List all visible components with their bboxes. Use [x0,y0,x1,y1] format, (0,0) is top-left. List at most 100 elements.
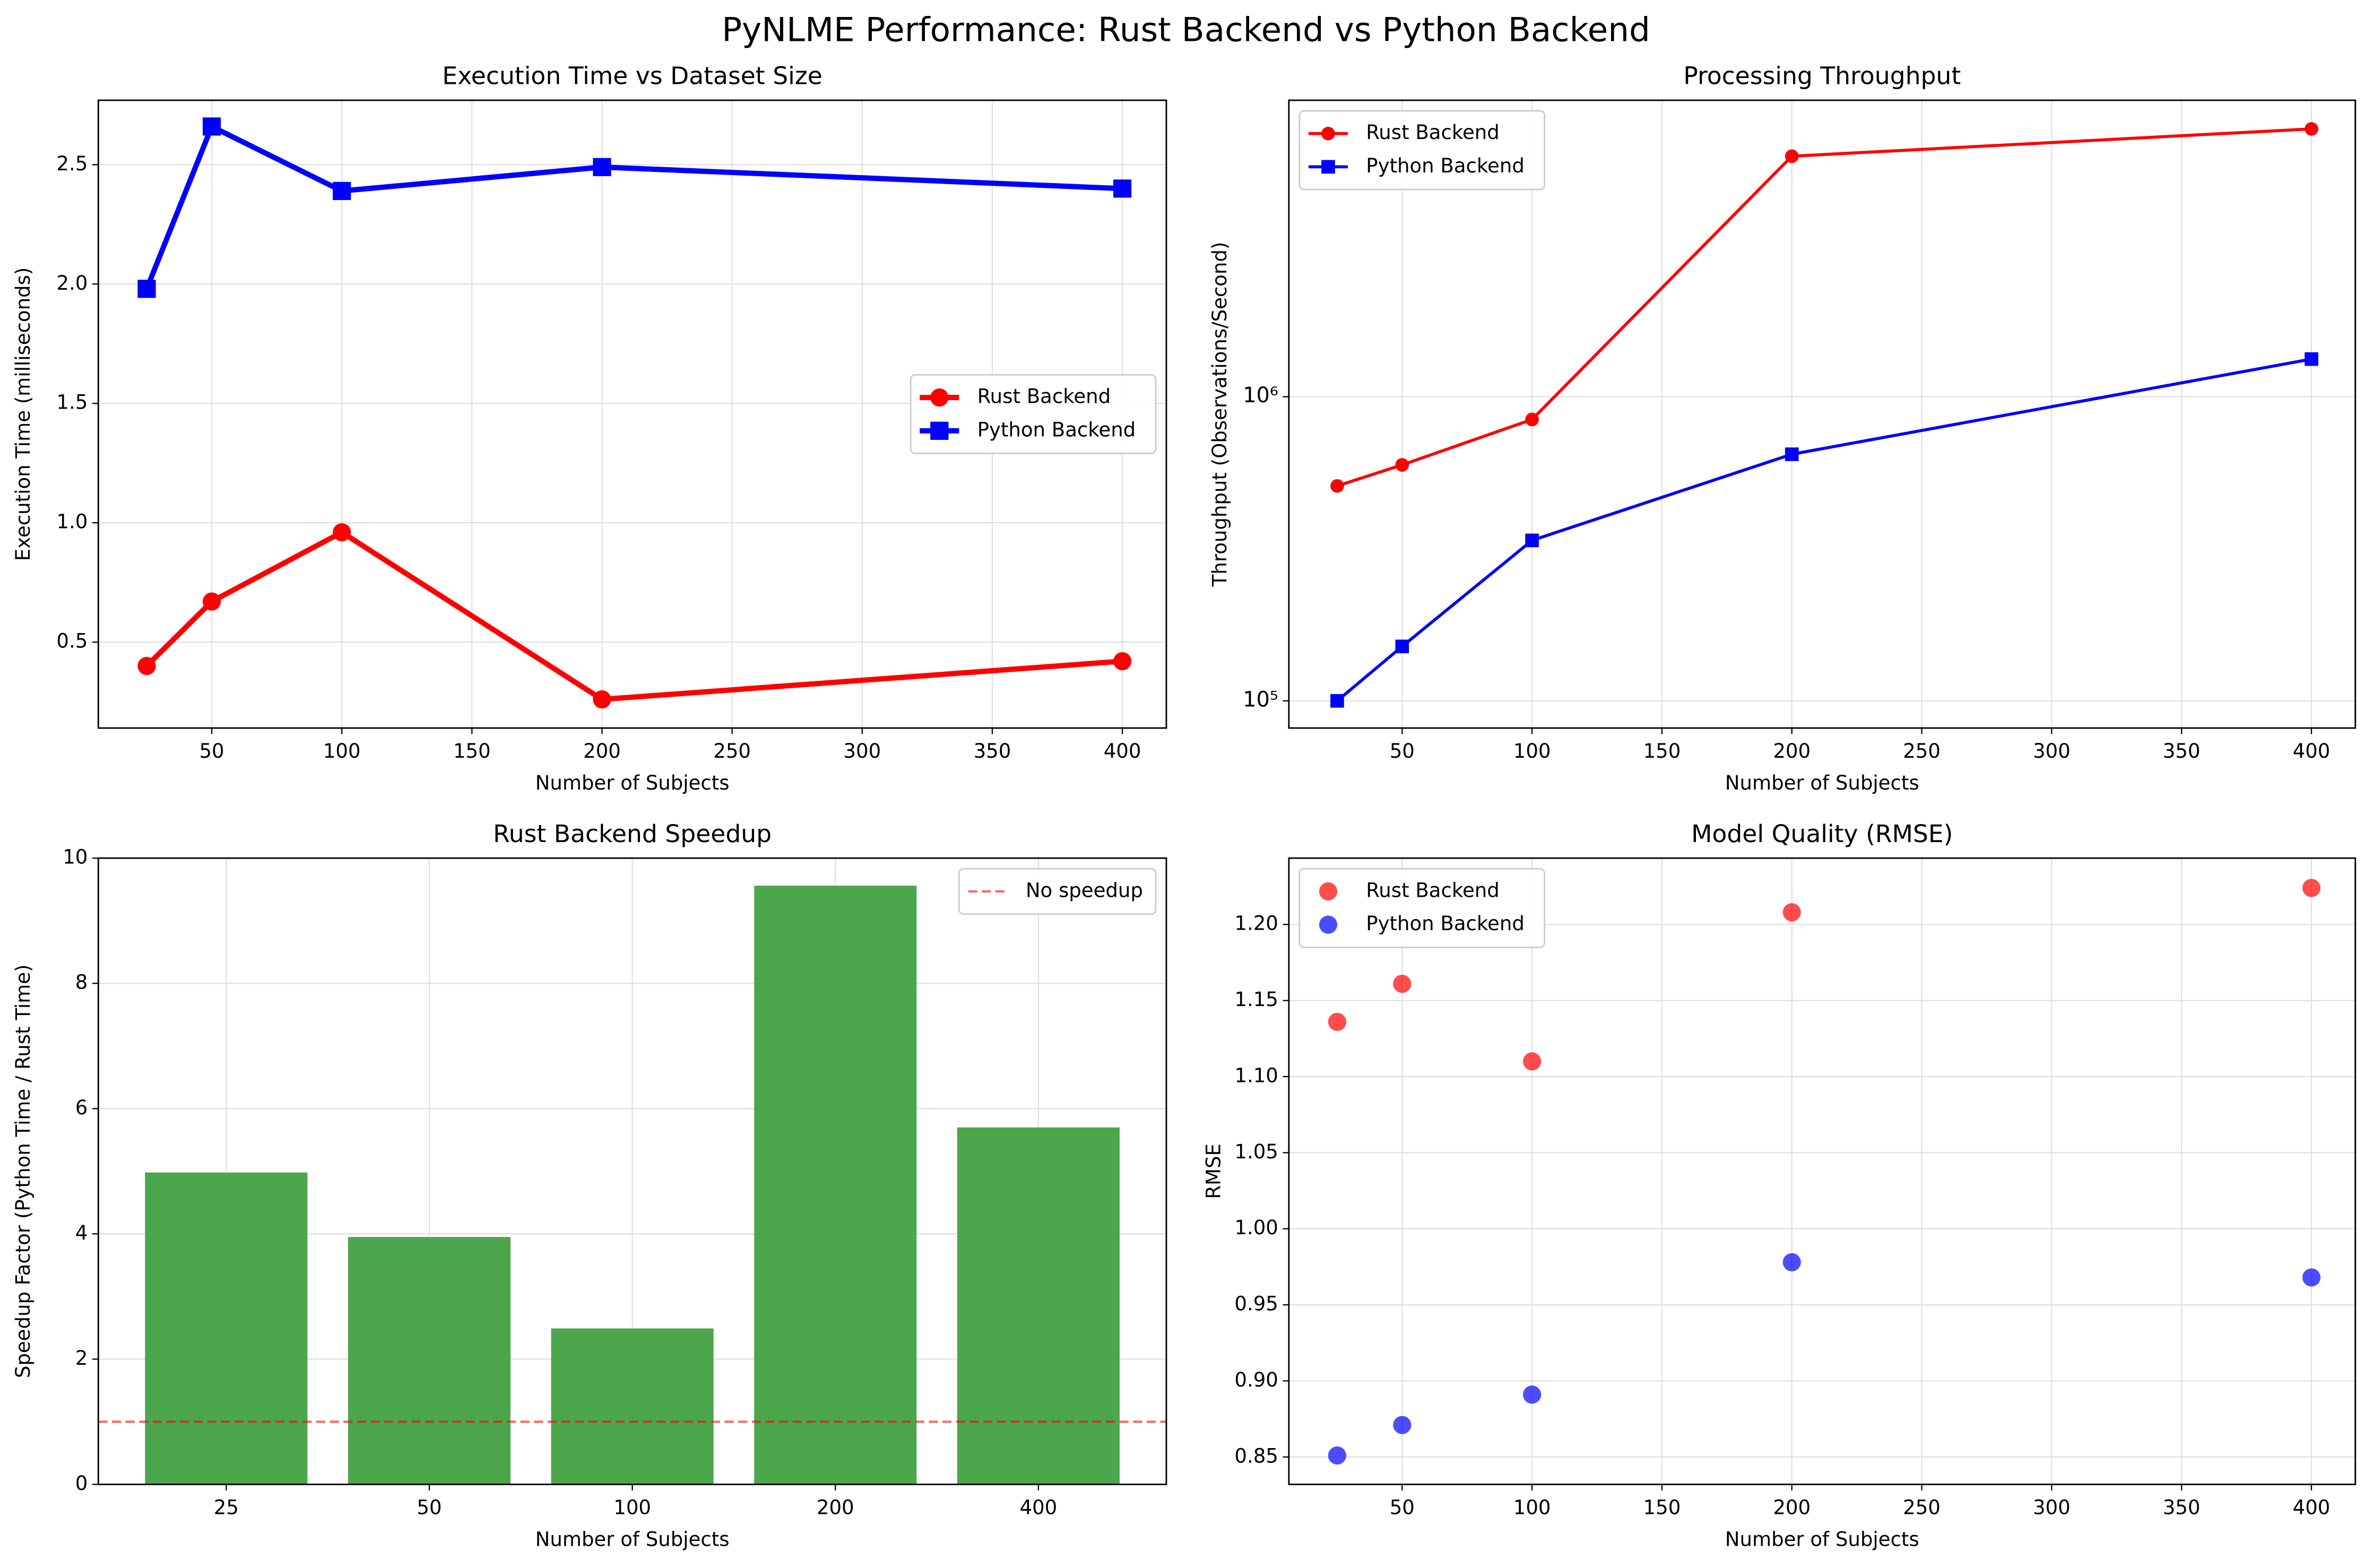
marker [1785,447,1799,461]
x-tick-label: 200 [1773,740,1811,763]
y-axis-label: RMSE [1202,1143,1225,1199]
legend-box [910,374,1157,455]
x-tick-label: 100 [1513,1496,1551,1519]
x-tick-label: 300 [2033,740,2071,763]
y-tick-label: 10⁵ [1243,687,1278,712]
legend-marker [930,388,949,407]
y-tick-label: 1.10 [1234,1064,1278,1087]
marker [1782,1253,1801,1271]
x-axis-label: Number of Subjects [535,1528,730,1550]
x-tick-label: 250 [1903,740,1941,763]
marker [1328,1012,1347,1031]
marker [1330,479,1344,493]
x-tick-label: 300 [2033,1496,2071,1519]
y-tick-label: 0.95 [1234,1293,1278,1315]
marker [2302,1268,2321,1287]
axes-title: Model Quality (RMSE) [1691,820,1953,848]
marker [137,280,156,298]
bar [957,1127,1120,1485]
y-tick-label: 1.5 [56,391,88,414]
legend-marker [1319,915,1338,934]
legend-label: No speedup [1026,879,1143,902]
y-tick-label: 10⁶ [1243,383,1278,408]
legend-marker [1319,882,1338,901]
legend-marker [1321,126,1335,141]
marker [1395,639,1409,654]
marker [1113,179,1132,198]
legend-label: Rust Backend [977,385,1111,408]
axes-frame [1288,99,2357,729]
marker [202,592,221,611]
x-tick-label: 200 [583,740,621,763]
x-axis-label: Number of Subjects [1725,772,1919,794]
legend-marker [1321,160,1335,174]
x-tick-label: 400 [1104,740,1141,763]
y-tick-label: 4 [75,1222,88,1244]
marker [1113,652,1132,671]
marker [593,158,611,177]
marker [1785,149,1799,163]
legend-box [1298,868,1546,948]
marker [1328,1446,1347,1465]
legend-box [958,868,1157,915]
legend-label: Python Backend [1366,154,1525,177]
marker [1525,412,1539,427]
x-tick-label: 350 [2163,1496,2201,1519]
marker [333,523,351,542]
axes-frame [97,857,1167,1485]
axes-title: Processing Throughput [1683,62,1961,90]
x-axis-label: Number of Subjects [1725,1528,1919,1550]
y-tick-label: 0.5 [56,630,88,653]
y-tick-label: 6 [75,1096,88,1119]
y-axis-label: Throughput (Observations/Second) [1208,242,1231,587]
y-axis-label: Speedup Factor (Python Time / Rust Time) [12,964,34,1378]
x-tick-label: 100 [323,740,361,763]
x-tick-label: 350 [974,740,1011,763]
x-tick-label: 25 [214,1496,239,1519]
legend-label: Python Backend [977,418,1136,441]
marker [1330,694,1344,708]
x-tick-label: 300 [843,740,881,763]
x-tick-label: 150 [1643,1496,1681,1519]
marker [1393,974,1412,993]
legend-label: Python Backend [1366,912,1525,935]
x-tick-label: 400 [2293,740,2331,763]
x-tick-label: 200 [817,1496,854,1519]
axes-title: Execution Time vs Dataset Size [442,62,822,90]
y-tick-label: 2 [75,1347,88,1370]
x-tick-label: 50 [1390,1496,1415,1519]
marker [1523,1052,1542,1071]
y-axis-label: Execution Time (milliseconds) [12,267,34,561]
marker [333,181,351,200]
x-tick-label: 100 [1513,740,1551,763]
legend-label: Rust Backend [1366,879,1500,902]
bar [551,1328,714,1485]
x-tick-label: 400 [2293,1496,2331,1519]
y-tick-label: 0 [75,1472,88,1495]
y-tick-label: 0.90 [1234,1368,1278,1391]
y-tick-label: 1.15 [1234,988,1278,1011]
x-tick-label: 50 [199,740,224,763]
x-tick-label: 50 [1390,740,1415,763]
y-tick-label: 2.0 [56,272,88,294]
marker [1782,903,1801,922]
y-tick-label: 8 [75,971,88,994]
axes-frame [97,99,1167,729]
legend-box [1298,110,1546,190]
legend-marker [930,421,949,440]
marker [2302,879,2321,897]
x-tick-label: 250 [1903,1496,1941,1519]
y-tick-label: 1.0 [56,510,88,533]
legend-label: Rust Backend [1366,121,1500,144]
marker [1393,1416,1412,1434]
axes-title: Rust Backend Speedup [493,820,772,848]
y-tick-label: 1.00 [1234,1216,1278,1239]
x-tick-label: 400 [1020,1496,1058,1519]
y-tick-label: 10 [63,846,88,869]
bar [348,1237,511,1485]
axes-frame [1288,857,2357,1485]
x-tick-label: 200 [1773,1496,1811,1519]
figure-title: PyNLME Performance: Rust Backend vs Pyth… [722,11,1650,49]
y-tick-label: 1.05 [1234,1140,1278,1163]
